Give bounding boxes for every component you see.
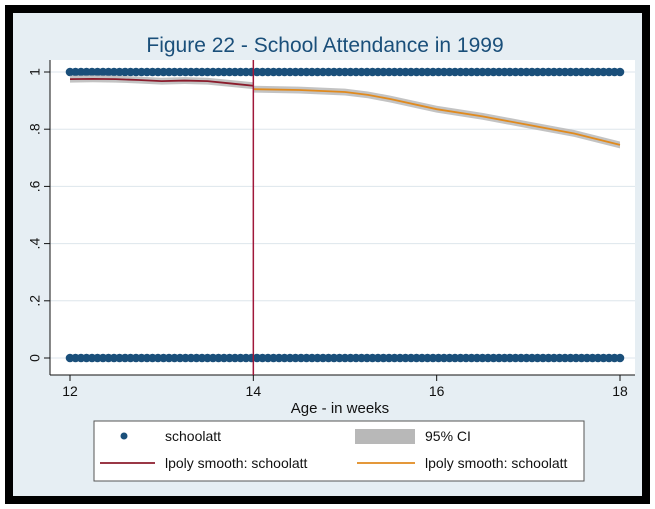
y-tick-label: 1 (27, 68, 43, 76)
smooth-line (253, 88, 621, 146)
y-tick-label: .6 (27, 180, 43, 192)
x-tick-label: 18 (612, 383, 628, 399)
data-point (615, 353, 625, 363)
x-axis-label: Age - in weeks (291, 400, 389, 417)
smooth-line (69, 77, 254, 87)
legend-label-smooth-right: lpoly smooth: schoolatt (425, 455, 568, 471)
legend-label-smooth-left: lpoly smooth: schoolatt (165, 455, 308, 471)
plot-area (50, 60, 635, 375)
ci-band (253, 85, 621, 149)
data-point (615, 67, 625, 77)
y-tick-label: .4 (27, 238, 43, 250)
legend-symbol-ci (355, 429, 415, 444)
legend-symbol-points (120, 432, 128, 440)
points-layer (65, 67, 625, 363)
x-tick-label: 16 (429, 383, 445, 399)
lines-layer (69, 77, 621, 146)
x-tick-label: 14 (246, 383, 262, 399)
legend-label-points: schoolatt (165, 428, 221, 444)
legend-label-ci: 95% CI (425, 428, 471, 444)
y-axis: 0 .2 .4 .6 .8 1 (27, 60, 51, 375)
chart-title: Figure 22 - School Attendance in 1999 (146, 34, 503, 57)
x-axis: 12 14 16 18 (50, 374, 635, 399)
legend: schoolatt 95% CI lpoly smooth: schoolatt… (93, 420, 585, 482)
y-tick-label: 0 (27, 354, 43, 362)
x-tick-label: 12 (62, 383, 78, 399)
y-tick-label: .8 (27, 123, 43, 135)
legend-box (93, 420, 585, 482)
y-tick-label: .2 (27, 295, 43, 307)
